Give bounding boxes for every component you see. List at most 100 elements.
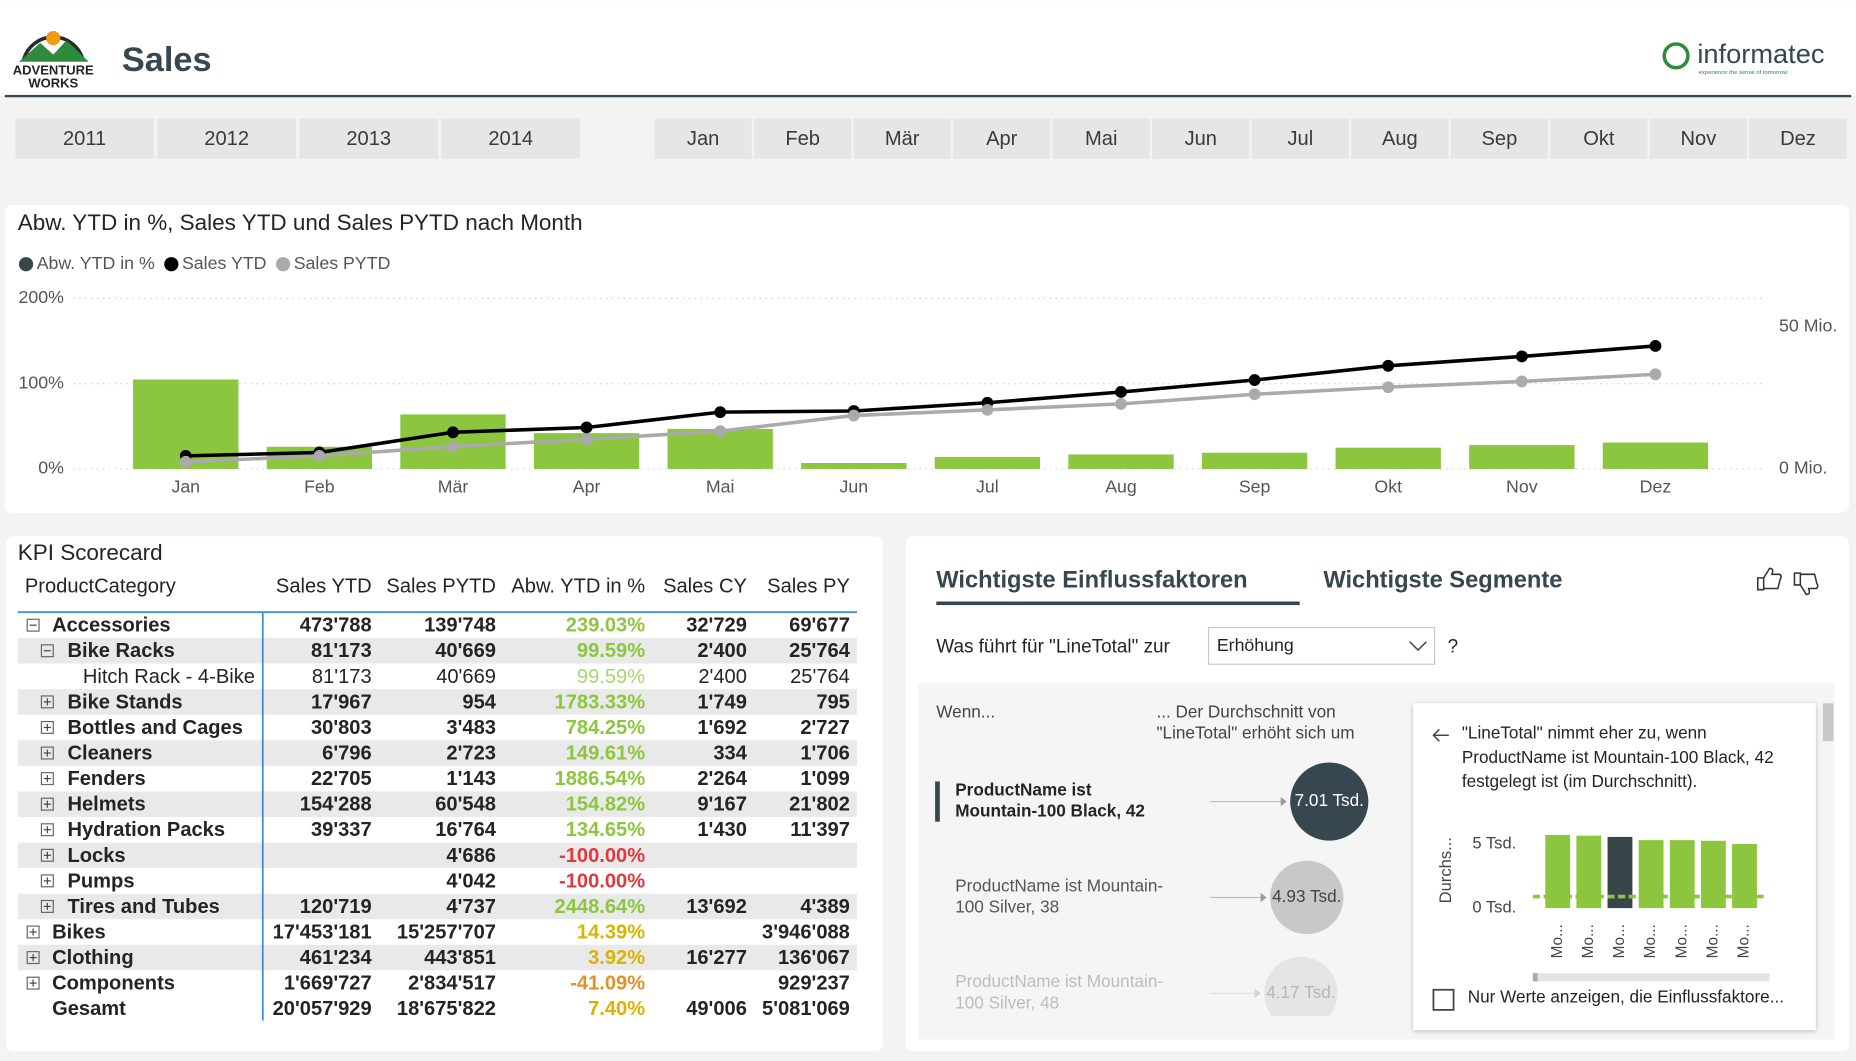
y-tick-label: 100%	[19, 372, 65, 392]
month-label: Mär	[885, 128, 920, 150]
x-tick-label: Mo...	[1580, 924, 1597, 958]
line-marker	[1115, 386, 1127, 398]
expand-toggle[interactable]	[40, 746, 54, 760]
cell: 149.61%	[566, 743, 646, 765]
x-tick-label: Okt	[1374, 477, 1402, 497]
checkbox[interactable]	[1432, 988, 1455, 1011]
page-title: Sales	[122, 41, 212, 79]
cell: 1'430	[697, 819, 747, 841]
month-slicer[interactable]	[1152, 118, 1250, 159]
cell: 954	[462, 691, 496, 713]
row-label: Bikes	[52, 921, 106, 943]
cell: 334	[713, 743, 747, 765]
bar	[1335, 447, 1441, 469]
row-label: Accessories	[52, 615, 171, 637]
row-band	[17, 944, 857, 971]
month-slicer[interactable]	[754, 118, 852, 159]
expand-toggle[interactable]	[40, 848, 54, 862]
thumbs-down[interactable]	[1793, 572, 1819, 596]
line-marker	[1649, 340, 1662, 352]
column-header: Sales CY	[663, 576, 747, 598]
expand-toggle[interactable]	[40, 720, 54, 734]
legend-label: Abw. YTD in %	[37, 253, 155, 273]
month-slicer[interactable]	[1052, 118, 1150, 159]
bubble-label: 4.93 Tsd.	[1272, 886, 1341, 906]
line-marker	[1515, 350, 1528, 363]
thumbs-up[interactable]	[1756, 567, 1782, 591]
tab[interactable]: Wichtigste Einflussfaktoren	[936, 568, 1247, 594]
x-tick-label: Nov	[1506, 477, 1538, 497]
table-title: KPI Scorecard	[18, 540, 163, 565]
year-slicer[interactable]	[157, 118, 296, 159]
expand-toggle[interactable]	[40, 644, 54, 658]
row-label: Pumps	[67, 870, 134, 892]
cell: 2'834'517	[408, 973, 496, 995]
legend-marker	[164, 257, 179, 272]
x-tick-label: Mo...	[1673, 924, 1690, 958]
cell: 4'686	[446, 845, 496, 867]
cell: 40'669	[435, 640, 496, 662]
expand-toggle[interactable]	[26, 618, 40, 632]
row-label: Tires and Tubes	[67, 896, 219, 918]
back-arrow[interactable]	[1432, 728, 1449, 742]
toggle-box	[26, 976, 40, 990]
month-slicer[interactable]	[853, 118, 951, 159]
cell: 30'803	[311, 717, 372, 739]
expand-toggle[interactable]	[40, 772, 54, 786]
expand-toggle[interactable]	[40, 823, 54, 837]
cell: 17'967	[311, 691, 372, 713]
line-marker	[179, 455, 192, 468]
cell: 17'453'181	[273, 921, 372, 943]
cell: 6'796	[322, 743, 372, 765]
month-slicer[interactable]	[1450, 118, 1548, 159]
mini-scroll-thumb	[1532, 973, 1538, 982]
cell: 13'692	[686, 896, 747, 918]
expand-toggle[interactable]	[40, 899, 54, 913]
influencer-item[interactable]: ProductName ist Mountain-100 Silver, 48 4…	[955, 956, 1338, 1030]
arrowhead	[1254, 988, 1261, 999]
row-band	[17, 842, 857, 869]
expand-toggle[interactable]	[40, 695, 54, 709]
year-slicer[interactable]	[15, 118, 154, 159]
bar[interactable]	[1732, 843, 1757, 909]
month-slicer[interactable]	[1749, 118, 1847, 159]
expand-toggle[interactable]	[26, 951, 40, 965]
expand-toggle[interactable]	[26, 925, 40, 939]
month-slicer[interactable]	[1251, 118, 1349, 159]
dropdown[interactable]	[1207, 626, 1436, 665]
question-mark: ?	[1448, 637, 1459, 658]
month-slicer[interactable]	[654, 118, 752, 159]
expand-toggle[interactable]	[40, 797, 54, 811]
bar	[801, 462, 907, 469]
cell: 18'675'822	[397, 998, 496, 1020]
month-slicer[interactable]	[1649, 118, 1748, 159]
influencer-item[interactable]: ProductName ist Mountain-100 Silver, 38 4…	[955, 860, 1344, 935]
x-tick-label: Jun	[839, 477, 868, 497]
expand-toggle[interactable]	[40, 874, 54, 888]
cell: 25'764	[789, 640, 851, 662]
header-bg	[0, 0, 1856, 97]
cell: 81'173	[312, 666, 372, 688]
cell: 5'081'069	[762, 998, 850, 1020]
month-label: Aug	[1382, 128, 1418, 150]
year-slicer[interactable]	[441, 118, 580, 159]
x-tick-label: Dez	[1640, 477, 1672, 497]
logo-left: ADVENTURE WORKS	[13, 30, 94, 91]
card-text: ProductName ist Mountain-100 Black, 42	[1462, 747, 1774, 767]
logo-mountain	[18, 40, 89, 62]
y2-tick-label: 0 Mio.	[1779, 458, 1827, 478]
cell: 32'729	[686, 615, 747, 637]
month-slicer[interactable]	[1550, 118, 1648, 159]
month-slicer[interactable]	[953, 118, 1051, 159]
tab[interactable]: Wichtigste Segmente	[1323, 568, 1562, 594]
month-slicer[interactable]	[1351, 118, 1449, 159]
year-slicer[interactable]	[299, 118, 438, 159]
cell: 99.59%	[577, 666, 645, 688]
line-marker	[1248, 374, 1261, 386]
logo-sun	[46, 30, 61, 46]
x-tick-label: Mo...	[1549, 924, 1566, 958]
expand-toggle[interactable]	[26, 976, 40, 990]
chart-title: Abw. YTD in %, Sales YTD und Sales PYTD …	[18, 210, 583, 235]
